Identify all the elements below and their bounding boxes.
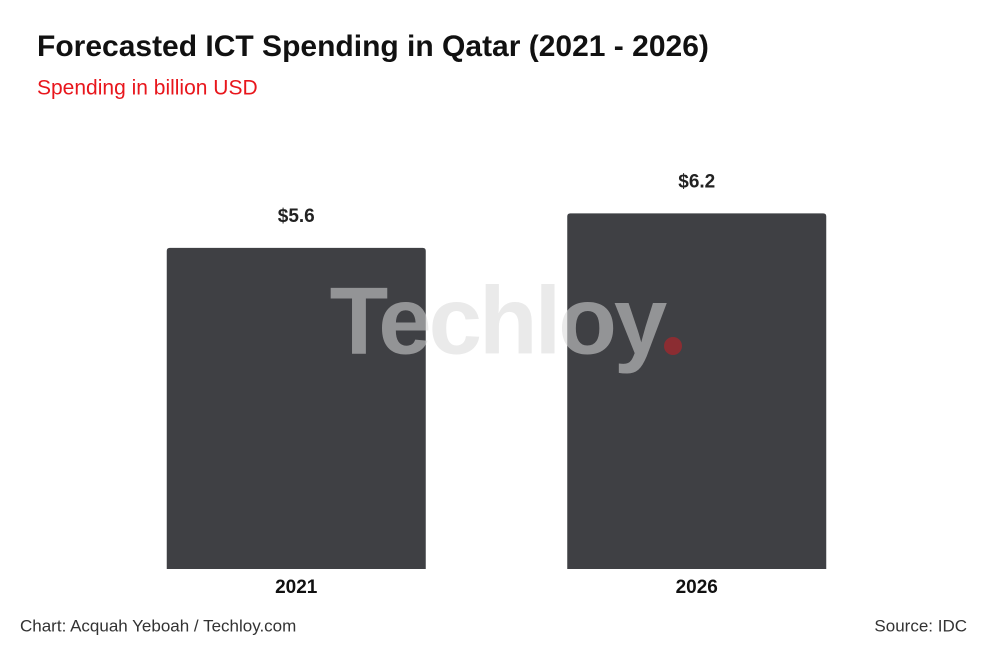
source: Source: IDC (874, 616, 967, 635)
bar (166, 247, 426, 569)
x-tick-label: 2026 (676, 577, 718, 598)
watermark: Techloy (330, 267, 667, 374)
value-label: $5.6 (278, 206, 315, 227)
x-tick-label: 2021 (275, 577, 318, 598)
bar (567, 213, 827, 569)
credit: Chart: Acquah Yeboah / Techloy.com (20, 616, 296, 635)
plot-area: $5.6 2021 $6.2 2026 (166, 171, 827, 598)
chart-subtitle: Spending in billion USD (37, 77, 258, 100)
value-label: $6.2 (678, 171, 715, 192)
chart-title: Forecasted ICT Spending in Qatar (2021 -… (37, 30, 709, 63)
watermark-dot (664, 337, 682, 355)
